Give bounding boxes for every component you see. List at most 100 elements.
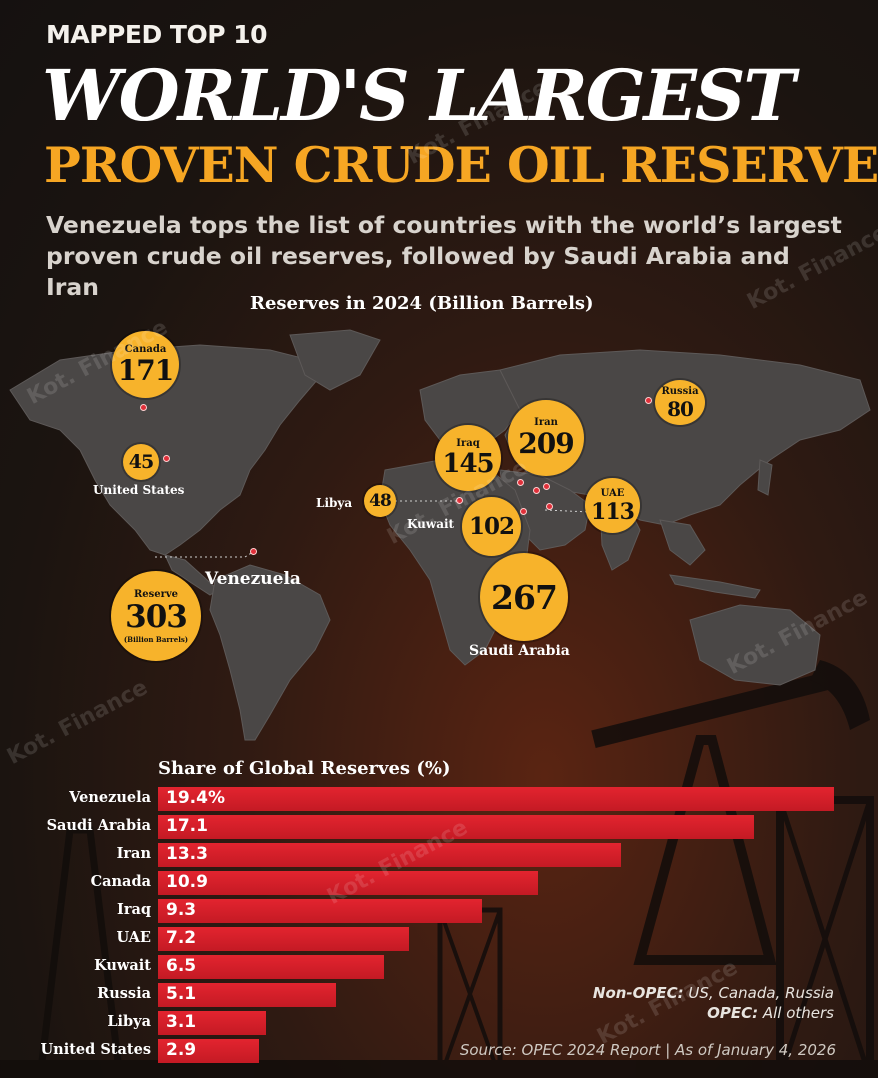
bar-row: Saudi Arabia 17.1: [0, 814, 878, 839]
bar-chart-title: Share of Global Reserves (%): [158, 758, 451, 779]
uae-name: UAE: [600, 487, 625, 499]
non-opec-text: US, Canada, Russia: [683, 984, 834, 1002]
pumpjack-silhouette: [0, 660, 878, 1078]
non-opec-note: Non-OPEC: US, Canada, Russia: [593, 984, 834, 1002]
bar-category-label: Iran: [116, 845, 151, 862]
russia-value: 80: [667, 396, 694, 421]
bar: [158, 843, 621, 867]
europe-shape: [419, 369, 531, 451]
libya-bubble: 48: [364, 485, 396, 517]
opec-text: All others: [758, 1004, 834, 1022]
bar: [158, 787, 834, 811]
bar-value-label: 10.9: [166, 872, 208, 892]
saudi-value: 267: [491, 577, 558, 617]
opec-note: OPEC: All others: [707, 1004, 834, 1022]
kuwait-label: Kuwait: [407, 517, 455, 531]
saudi-label: Saudi Arabia: [469, 643, 570, 659]
us-pin: [163, 455, 170, 462]
bar-category-label: United States: [40, 1041, 151, 1058]
bar-category-label: Libya: [107, 1013, 151, 1030]
saudi-bubble: 267: [480, 553, 568, 641]
iran-pin: [543, 483, 550, 490]
bar: [158, 1039, 259, 1063]
libya-value: 48: [369, 490, 392, 511]
iran-value: 209: [518, 427, 574, 460]
venezuela-value: 303: [125, 598, 188, 635]
russia-bubble: Russia 80: [655, 380, 705, 425]
map-title: Reserves in 2024 (Billion Barrels): [250, 293, 594, 314]
uae-bubble: UAE 113: [585, 478, 640, 533]
bar: [158, 927, 409, 951]
bar-value-label: 9.3: [166, 900, 197, 920]
bar-value-label: 2.9: [166, 1040, 197, 1060]
venezuela-pin: [250, 548, 257, 555]
venezuela-unit: (Billion Barrels): [123, 634, 189, 644]
saudi-pin: [533, 487, 540, 494]
canada-pin: [140, 404, 147, 411]
bar-category-label: UAE: [116, 929, 151, 946]
kicker-label: MAPPED TOP 10: [46, 20, 268, 49]
iraq-pin: [517, 479, 524, 486]
bar-value-label: 19.4%: [166, 788, 225, 808]
venezuela-bubble: Reserve 303 (Billion Barrels): [111, 571, 201, 661]
bar: [158, 815, 754, 839]
iraq-value: 145: [442, 449, 494, 479]
source-note: Source: OPEC 2024 Report | As of January…: [459, 1041, 836, 1059]
bar-row: Iran 13.3: [0, 842, 878, 867]
japan-shape: [757, 459, 773, 496]
iran-bubble: Iran 209: [508, 400, 584, 476]
page-title-line2: PROVEN CRUDE OIL RESERVES: [44, 136, 878, 194]
bar-row: Canada 10.9: [0, 870, 878, 895]
russia-name: Russia: [661, 385, 699, 397]
bar: [158, 899, 482, 923]
iraq-bubble: Iraq 145: [435, 425, 501, 491]
bar-value-label: 5.1: [166, 984, 197, 1004]
bar-value-label: 17.1: [166, 816, 208, 836]
bar-row: Libya 3.1: [0, 1010, 878, 1035]
australia-shape: [689, 604, 821, 686]
bar-category-label: Iraq: [117, 901, 151, 918]
kuwait-value: 102: [468, 513, 515, 540]
bar-row: Iraq 9.3: [0, 898, 878, 923]
kuwait-bubble: 102: [462, 497, 521, 556]
bar-category-label: Canada: [90, 873, 151, 890]
us-label: United States: [93, 483, 185, 497]
bar-row: United States 2.9: [0, 1038, 878, 1063]
bar: [158, 983, 336, 1007]
canada-bubble: Canada 171: [112, 331, 179, 398]
uae-pin: [546, 503, 553, 510]
venezuela-reserve-label: Reserve: [133, 588, 179, 600]
indonesia-shape: [669, 574, 761, 599]
bar: [158, 871, 538, 895]
bar-row: UAE 7.2: [0, 926, 878, 951]
bar-value-label: 6.5: [166, 956, 197, 976]
russia-pin: [645, 397, 652, 404]
south-america-shape: [209, 564, 331, 741]
bar-row: Russia 5.1: [0, 982, 878, 1007]
greenland-shape: [289, 329, 381, 391]
venezuela-label: Venezuela: [205, 569, 301, 589]
iran-name: Iran: [534, 417, 558, 428]
libya-pin: [456, 497, 463, 504]
bar-category-label: Saudi Arabia: [46, 817, 151, 834]
bar-value-label: 7.2: [166, 928, 197, 948]
bar: [158, 955, 384, 979]
bar: [158, 1011, 266, 1035]
kuwait-pin: [520, 508, 527, 515]
bar-row: Venezuela 19.4%: [0, 786, 878, 811]
bar-value-label: 13.3: [166, 844, 208, 864]
bar-category-label: Venezuela: [69, 789, 151, 806]
iraq-name: Iraq: [456, 438, 480, 449]
canada-value: 171: [117, 353, 174, 387]
north-america-shape: [9, 344, 331, 556]
bar-category-label: Kuwait: [94, 957, 151, 974]
canada-name: Canada: [124, 343, 167, 355]
bar-value-label: 3.1: [166, 1012, 197, 1032]
southeast-asia-shape: [659, 519, 706, 566]
non-opec-label: Non-OPEC:: [592, 984, 684, 1002]
uae-value: 113: [591, 498, 635, 525]
libya-label: Libya: [316, 496, 353, 510]
page-title: WORLD'S LARGEST: [42, 54, 796, 137]
page-subtitle: Venezuela tops the list of countries wit…: [46, 211, 842, 301]
us-value: 45: [128, 450, 154, 473]
